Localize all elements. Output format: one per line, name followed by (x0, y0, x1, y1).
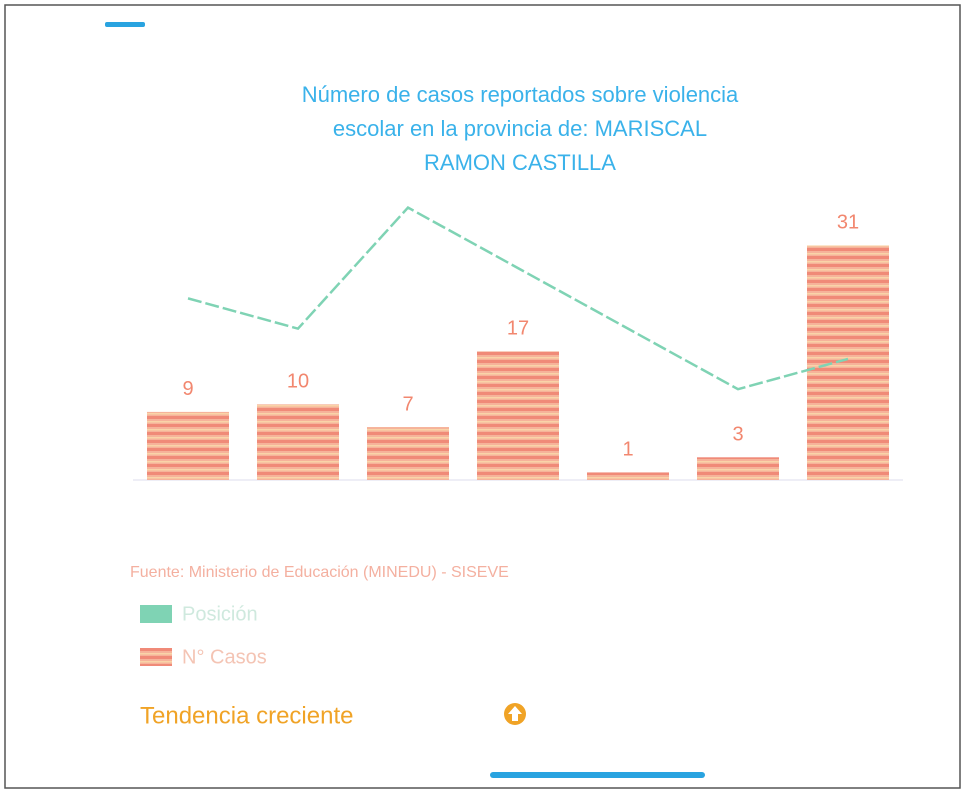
bar (697, 457, 779, 480)
bar (587, 472, 669, 480)
value-label: 17 (507, 318, 529, 340)
legend-label: N° Casos (182, 646, 267, 668)
value-label: 7 (402, 393, 413, 415)
value-label: 3 (732, 424, 743, 446)
value-label: 10 (287, 371, 309, 393)
line (187, 205, 849, 391)
bar (257, 404, 339, 480)
legend-label: Posición (182, 603, 258, 625)
value-label: 1 (622, 439, 633, 461)
bar (477, 351, 559, 480)
trend-label: Tendencia creciente (140, 702, 353, 729)
bottom-handle (490, 772, 705, 778)
legend-swatch (140, 648, 172, 666)
top-handle (105, 22, 145, 27)
value-label: 31 (837, 212, 859, 234)
bar (807, 245, 889, 480)
chart-title: Número de casos reportados sobre violenc… (302, 82, 739, 175)
legend-swatch (140, 605, 172, 623)
source: Fuente: Ministerio de Educación (MINEDU)… (130, 564, 509, 581)
bar (367, 427, 449, 480)
value-label: 9 (182, 378, 193, 400)
trend-arrow (508, 706, 522, 721)
bar (147, 411, 229, 480)
